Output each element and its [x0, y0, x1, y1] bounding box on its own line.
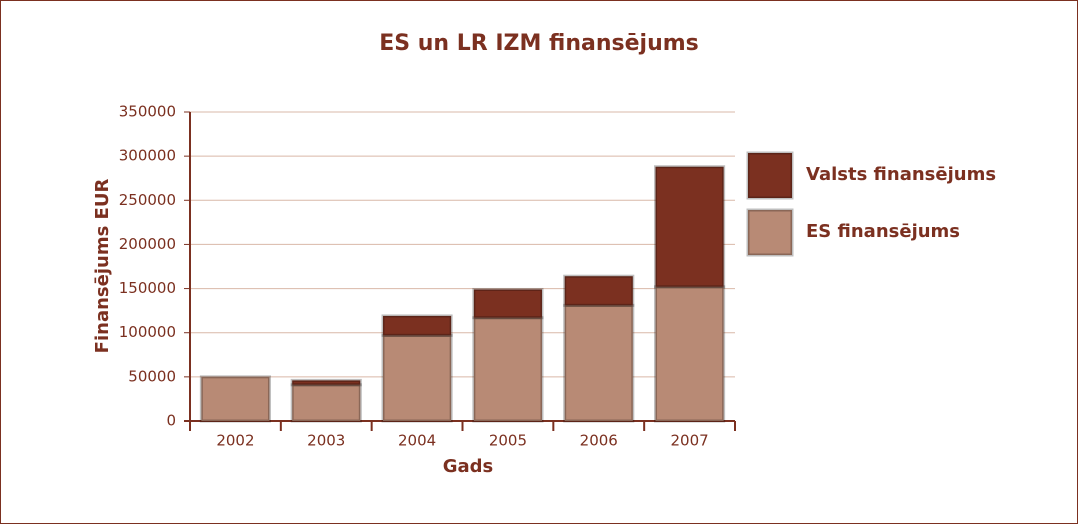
- y-tick-label: 150000: [119, 279, 176, 297]
- y-axis-title: Finansējums EUR: [92, 179, 113, 354]
- y-tick-label: 200000: [119, 235, 176, 253]
- x-tick-label: 2002: [216, 432, 254, 450]
- bar-segment: [472, 287, 544, 320]
- bar-segment: [563, 274, 635, 307]
- legend-swatch: [746, 151, 794, 200]
- chart-title: ES un LR IZM finansējums: [379, 31, 699, 56]
- bar-segment: [381, 314, 453, 337]
- x-axis-title: Gads: [443, 456, 494, 477]
- y-tick-label: 250000: [119, 191, 176, 209]
- bar-segment: [199, 375, 271, 423]
- legend-swatch: [746, 208, 794, 257]
- bar-segment: [654, 285, 726, 423]
- bar-segment: [290, 378, 362, 387]
- bar-segment: [290, 383, 362, 423]
- x-tick-label: 2003: [307, 432, 345, 450]
- bar-segment: [654, 165, 726, 289]
- legend-label: Valsts finansējums: [806, 164, 996, 185]
- y-tick-label: 0: [166, 412, 176, 430]
- bar-segment: [563, 303, 635, 423]
- x-tick-label: 2005: [489, 432, 527, 450]
- bar-segment: [381, 333, 453, 423]
- legend-label: ES finansējums: [806, 221, 960, 242]
- bar-segment: [472, 316, 544, 423]
- x-tick-label: 2007: [670, 432, 708, 450]
- y-tick-label: 50000: [128, 367, 176, 385]
- y-tick-label: 300000: [119, 147, 176, 165]
- x-tick-label: 2006: [580, 432, 618, 450]
- y-tick-label: 100000: [119, 323, 176, 341]
- x-tick-label: 2004: [398, 432, 436, 450]
- y-tick-label: 350000: [119, 103, 176, 121]
